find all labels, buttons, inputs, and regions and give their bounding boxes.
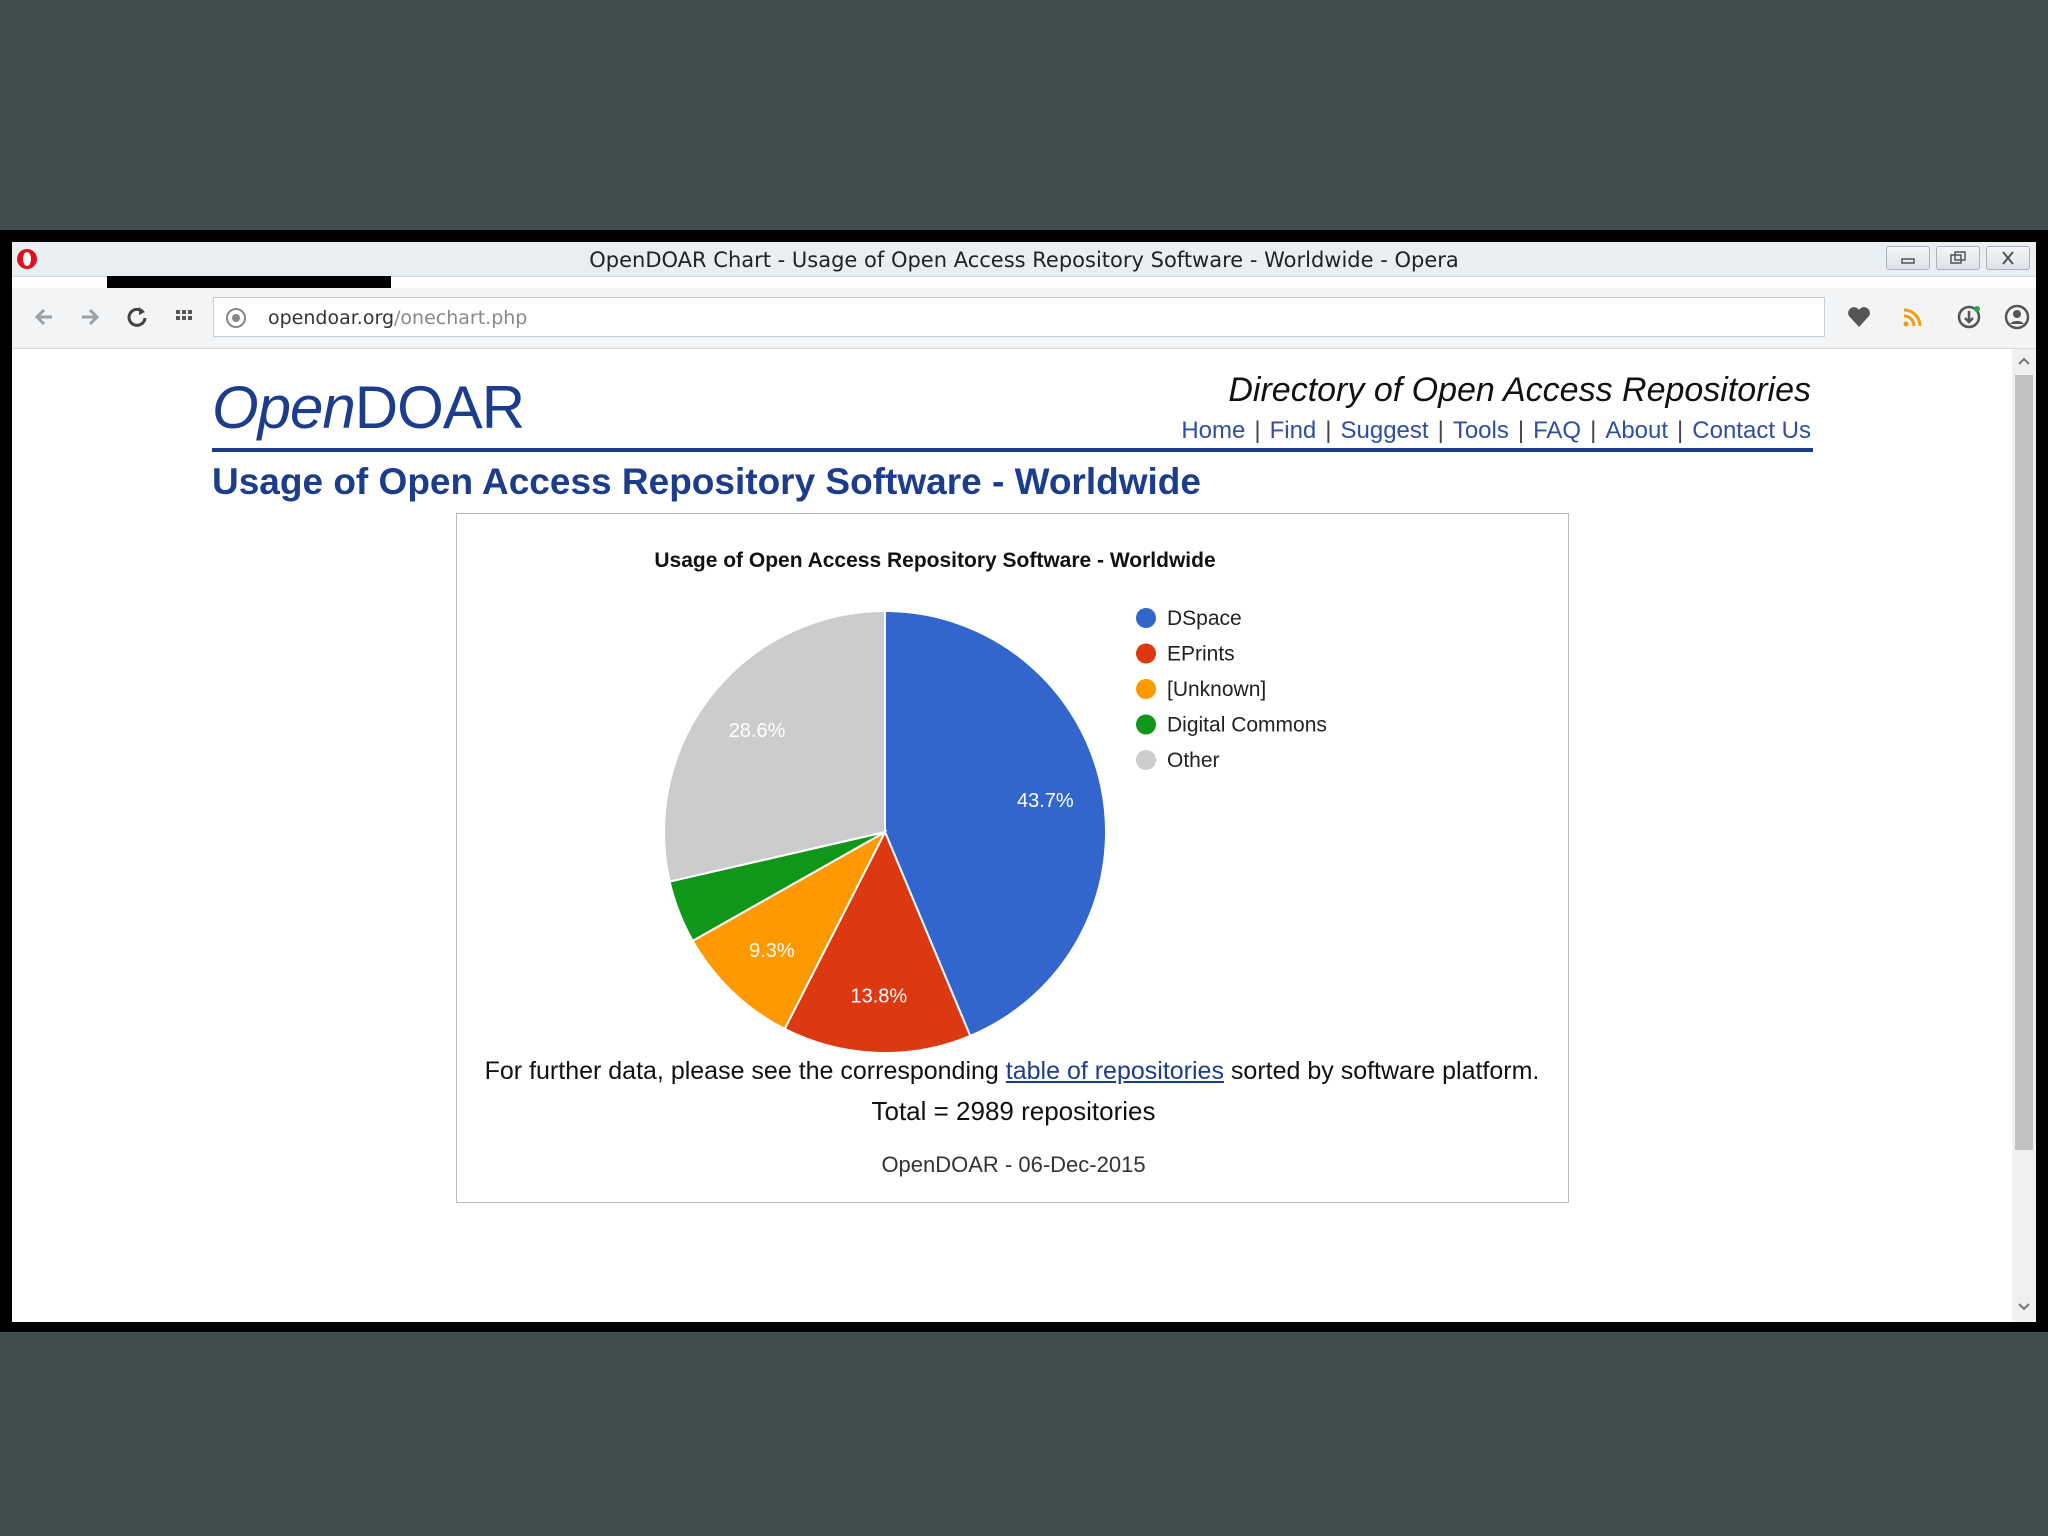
nav-tools[interactable]: Tools [1452,417,1509,444]
nav-separator: | [1517,417,1525,444]
back-icon[interactable] [30,302,60,332]
browser-toolbar: opendoar.org/onechart.php [12,288,2036,349]
chart-date-stamp: OpenDOAR - 06-Dec-2015 [881,1152,1146,1177]
nav-separator: | [1677,417,1684,444]
nav-separator: | [1325,417,1332,444]
restore-icon [1950,251,1966,264]
scroll-down-icon[interactable] [2016,1301,2032,1313]
close-icon [2002,251,2014,265]
download-icon[interactable] [1954,302,1984,332]
tab-strip [107,276,391,288]
legend-marker-digital-commons [1136,714,1156,735]
window-title: OpenDOAR Chart - Usage of Open Access Re… [589,248,1459,272]
legend-marker-unknown [1136,679,1156,699]
title-bar: OpenDOAR Chart - Usage of Open Access Re… [12,242,2036,277]
slice-label-eprints: 13.8% [850,985,907,1007]
chart-title: Usage of Open Access Repository Software… [654,549,1215,572]
restore-button[interactable] [1936,246,1980,270]
top-navigation: Home | Find | Suggest | Tools | FAQ | About | Contac… [1181,417,1811,445]
further-text-end: sorted by software platform. [1223,1057,1540,1085]
chart-container: Usage of Open Access Repository Software… [456,513,1569,1203]
table-of-repositories-link[interactable]: table of repositories [1005,1057,1224,1085]
nav-separator: | [1590,417,1597,444]
legend-label-unknown[interactable]: [Unknown] [1167,678,1266,701]
site-tagline: Directory of Open Access Repositories [1228,371,1811,409]
opera-logo-icon[interactable] [16,248,38,270]
site-info-icon[interactable] [224,306,248,330]
nav-faq[interactable]: FAQ [1533,417,1582,444]
logo-open: Open [212,374,356,441]
legend-marker-eprints [1136,643,1156,664]
pie-slice-unknown[interactable] [691,829,888,1031]
reload-icon[interactable] [122,302,152,332]
browser-window: OpenDOAR Chart - Usage of Open Access Re… [12,242,2036,1322]
legend-marker-dspace [1136,608,1156,628]
vertical-scrollbar[interactable] [2012,349,2036,1322]
heart-icon[interactable] [1844,302,1874,332]
scroll-up-icon[interactable] [2016,355,2032,367]
legend-label-digital-commons[interactable]: Digital Commons [1167,714,1327,737]
minimize-icon [1901,258,1915,264]
forward-icon[interactable] [74,302,104,332]
url-path: /onechart.php [394,307,528,329]
legend-label-other[interactable]: Other [1167,749,1220,772]
pie-slice-other[interactable] [663,609,886,883]
logo-doar: DOAR [354,374,525,441]
nav-contact-us[interactable]: Contact Us [1692,417,1811,444]
site-logo[interactable]: OpenDOAR [212,373,525,442]
minimize-button[interactable] [1886,246,1930,270]
url-domain: opendoar.org [268,307,395,329]
pie-slice-dspace[interactable] [884,609,1108,1038]
page-title: Usage of Open Access Repository Software… [212,461,1201,502]
pie-chart: Usage of Open Access Repository Software… [654,549,1327,1054]
page-content: OpenDOAR Directory of Open Access Reposi… [12,349,2012,1322]
legend-label-eprints[interactable]: EPrints [1167,643,1235,666]
scroll-thumb[interactable] [2015,375,2033,1150]
slice-label-unknown: 9.3% [749,940,795,962]
further-text-start: For further data, please see the corresp… [484,1057,1006,1085]
nav-home[interactable]: Home [1181,417,1246,444]
rss-icon[interactable] [1898,302,1928,332]
screen-frame: OpenDOAR Chart - Usage of Open Access Re… [0,230,2048,1332]
address-bar[interactable]: opendoar.org/onechart.php [213,297,1825,337]
pie-slice-eprints[interactable] [783,829,972,1054]
account-icon[interactable] [2002,302,2032,332]
legend-marker-other [1136,750,1156,770]
nav-suggest[interactable]: Suggest [1340,417,1429,444]
slice-label-other: 28.6% [729,720,786,742]
nav-separator: | [1437,417,1444,444]
speed-dial-icon[interactable] [170,302,200,332]
total-count: Total = 2989 repositories [871,1096,1156,1126]
url-text[interactable]: opendoar.org/onechart.php [268,307,527,329]
nav-find[interactable]: Find [1269,417,1317,444]
nav-about[interactable]: About [1605,417,1669,444]
further-data-text: For further data, please see the corresp… [12,1057,2012,1086]
close-button[interactable] [1986,246,2030,270]
legend-label-dspace[interactable]: DSpace [1167,607,1242,630]
header-rule [212,448,1813,452]
slice-label-dspace: 43.7% [1017,790,1074,812]
nav-separator: | [1254,417,1261,444]
